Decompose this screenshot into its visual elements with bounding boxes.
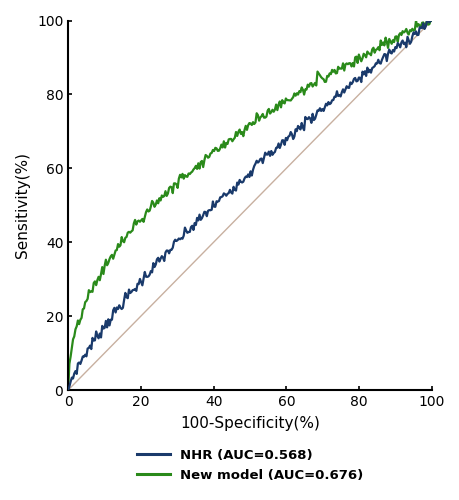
X-axis label: 100-Specificity(%): 100-Specificity(%) xyxy=(179,416,319,431)
Y-axis label: Sensitivity(%): Sensitivity(%) xyxy=(15,152,30,258)
Legend: NHR (AUC=0.568), New model (AUC=0.676): NHR (AUC=0.568), New model (AUC=0.676) xyxy=(131,444,368,487)
